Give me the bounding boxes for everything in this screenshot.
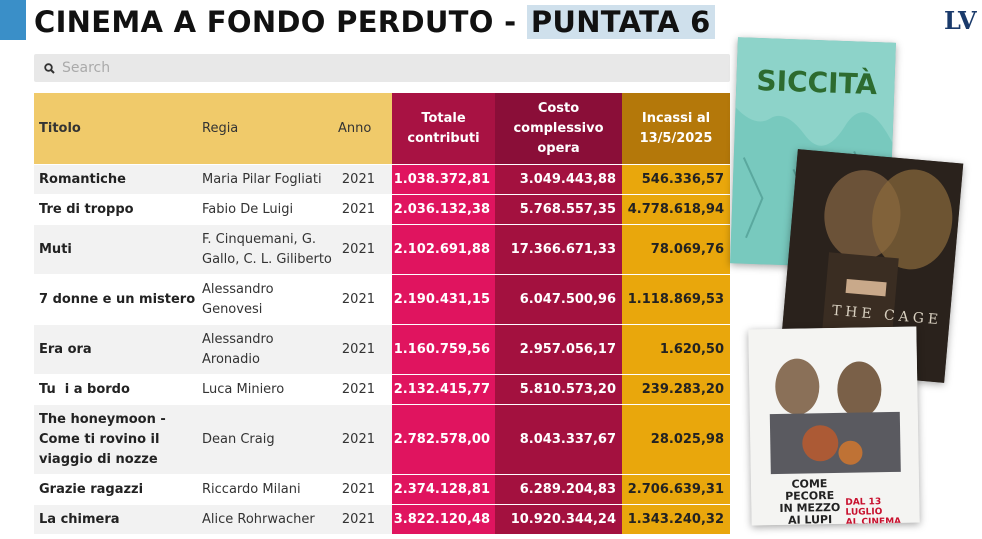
cell-titolo: 7 donne e un mistero: [34, 274, 196, 324]
search-input[interactable]: [60, 59, 664, 77]
cell-titolo: Tu i a bordo: [34, 374, 196, 404]
cell-costo: 5.768.557,35: [495, 194, 622, 224]
cell-regia: Dean Craig: [196, 404, 332, 474]
cell-regia: Maria Pilar Fogliati: [196, 164, 332, 194]
table-row: La chimera Alice Rohrwacher 2021 3.822.1…: [34, 504, 730, 534]
header-totale-contributi[interactable]: Totale contributi: [392, 93, 495, 164]
title-highlight: PUNTATA 6: [526, 5, 715, 39]
cell-titolo: Grazie ragazzi: [34, 474, 196, 504]
cell-costo: 8.043.337,67: [495, 404, 622, 474]
cell-incassi: 1.343.240,32: [622, 504, 730, 534]
cell-titolo: Romantiche: [34, 164, 196, 194]
header-incassi[interactable]: Incassi al 13/5/2025: [622, 93, 730, 164]
poster-come-pecore-art: [748, 326, 920, 526]
cell-anno: 2021: [332, 164, 392, 194]
cell-anno: 2021: [332, 474, 392, 504]
cell-contributi: 2.036.132,38: [392, 194, 495, 224]
cell-contributi: 2.190.431,15: [392, 274, 495, 324]
poster-come-pecore-date: DAL 13 LUGLIO AL CINEMA: [845, 497, 902, 526]
cell-contributi: 2.782.578,00: [392, 404, 495, 474]
cell-incassi: 1.620,50: [622, 324, 730, 374]
search-icon: [40, 62, 58, 74]
data-table: Titolo Regia Anno Totale contributi Cost…: [34, 93, 730, 539]
search-bar[interactable]: [34, 54, 730, 82]
poster-siccita-title: SICCITÀ: [755, 63, 878, 102]
cell-anno: 2021: [332, 504, 392, 534]
cell-titolo: Tre di troppo: [34, 194, 196, 224]
cell-contributi: 2.374.128,81: [392, 474, 495, 504]
cell-titolo: Muti: [34, 224, 196, 274]
cell-regia: Alessandro Aronadio: [196, 324, 332, 374]
cell-costo: 3.049.443,88: [495, 164, 622, 194]
header-regia[interactable]: Regia: [196, 93, 332, 164]
header-anno[interactable]: Anno: [332, 93, 392, 164]
cell-regia: Alessandro Genovesi: [196, 274, 332, 324]
header-costo-complessivo[interactable]: Costo complessivo opera: [495, 93, 622, 164]
cell-contributi: 2.132.415,77: [392, 374, 495, 404]
cell-contributi: 1.160.759,56: [392, 324, 495, 374]
poster-collage: SICCITÀ THE CAGE COME PECORE IN MEZZO AI…: [730, 37, 982, 539]
poster-come-pecore: COME PECORE IN MEZZO AI LUPI DAL 13 LUGL…: [748, 326, 920, 526]
header-titolo[interactable]: Titolo: [34, 93, 196, 164]
table-row: Romantiche Maria Pilar Fogliati 2021 1.0…: [34, 164, 730, 194]
cell-titolo: La chimera: [34, 504, 196, 534]
cell-contributi: 3.822.120,48: [392, 504, 495, 534]
cell-regia: Fabio De Luigi: [196, 194, 332, 224]
cell-anno: 2021: [332, 274, 392, 324]
cell-incassi: 4.778.618,94: [622, 194, 730, 224]
cell-costo: 2.957.056,17: [495, 324, 622, 374]
cell-regia: F. Cinquemani, G. Gallo, C. L. Giliberto: [196, 224, 332, 274]
cell-contributi: 1.038.372,81: [392, 164, 495, 194]
poster-the-cage: THE CAGE: [778, 149, 964, 383]
cell-costo: 10.920.344,24: [495, 504, 622, 534]
cell-anno: 2021: [332, 224, 392, 274]
cell-incassi: 78.069,76: [622, 224, 730, 274]
cell-contributi: 2.102.691,88: [392, 224, 495, 274]
table-row: Era ora Alessandro Aronadio 2021 1.160.7…: [34, 324, 730, 374]
table-row: 7 donne e un mistero Alessandro Genovesi…: [34, 274, 730, 324]
cell-anno: 2021: [332, 404, 392, 474]
cell-incassi: 1.118.869,53: [622, 274, 730, 324]
cell-anno: 2021: [332, 194, 392, 224]
cell-costo: 6.289.204,83: [495, 474, 622, 504]
page-title: CINEMA A FONDO PERDUTO - PUNTATA 6: [34, 2, 715, 42]
cell-anno: 2021: [332, 324, 392, 374]
cell-incassi: 239.283,20: [622, 374, 730, 404]
cell-regia: Alice Rohrwacher: [196, 504, 332, 534]
cell-regia: Luca Miniero: [196, 374, 332, 404]
title-main: CINEMA A FONDO PERDUTO -: [34, 5, 527, 39]
poster-come-pecore-title: COME PECORE IN MEZZO AI LUPI: [779, 477, 841, 526]
cell-titolo: The honeymoon - Come ti rovino il viaggi…: [34, 404, 196, 474]
table-row: Tre di troppo Fabio De Luigi 2021 2.036.…: [34, 194, 730, 224]
cell-regia: Riccardo Milani: [196, 474, 332, 504]
cell-anno: 2021: [332, 374, 392, 404]
cell-incassi: 2.706.639,31: [622, 474, 730, 504]
poster-the-cage-art: [778, 149, 964, 383]
table-header-row: Titolo Regia Anno Totale contributi Cost…: [34, 93, 730, 164]
table-row: The honeymoon - Come ti rovino il viaggi…: [34, 404, 730, 474]
table-row: Tu i a bordo Luca Miniero 2021 2.132.415…: [34, 374, 730, 404]
cell-titolo: Era ora: [34, 324, 196, 374]
cell-incassi: 546.336,57: [622, 164, 730, 194]
brand-logo: LV: [944, 6, 977, 35]
cell-costo: 5.810.573,20: [495, 374, 622, 404]
cell-costo: 6.047.500,96: [495, 274, 622, 324]
cell-incassi: 28.025,98: [622, 404, 730, 474]
table-row: Muti F. Cinquemani, G. Gallo, C. L. Gili…: [34, 224, 730, 274]
accent-bar: [0, 0, 26, 40]
cell-costo: 17.366.671,33: [495, 224, 622, 274]
table-row: Grazie ragazzi Riccardo Milani 2021 2.37…: [34, 474, 730, 504]
